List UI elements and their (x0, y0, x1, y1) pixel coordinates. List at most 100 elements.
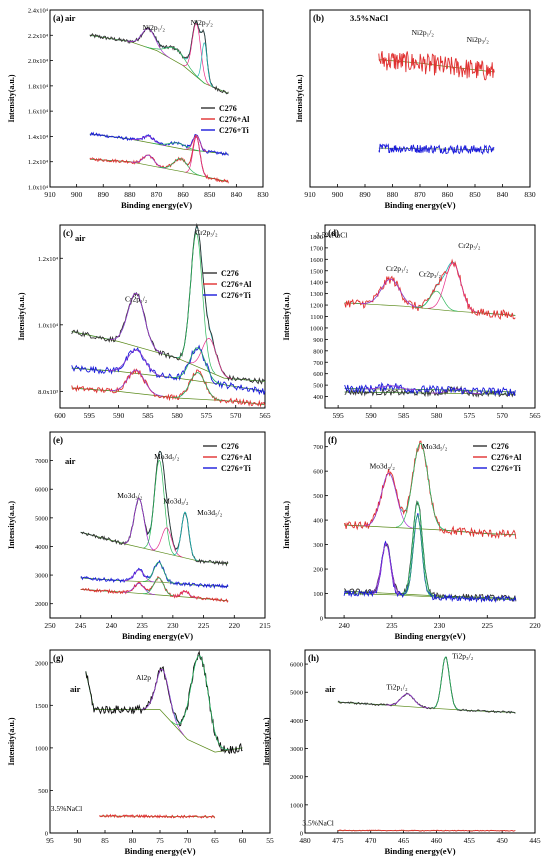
y-axis-label: Intensity(a.u.) (282, 292, 291, 340)
series-line (343, 440, 517, 540)
series-line (89, 19, 229, 95)
x-axis-label: Binding energy(eV) (124, 846, 195, 856)
series-line (344, 381, 516, 397)
y-tick-label: 1.4x10⁴ (28, 134, 49, 141)
y-tick-label: 4000 (290, 718, 303, 725)
y-tick-label: 700 (313, 360, 323, 367)
x-tick-label: 215 (259, 621, 271, 630)
x-tick-label: 880 (387, 190, 399, 199)
peak-component (141, 669, 185, 736)
y-tick-label: 2.4x10⁴ (28, 8, 49, 15)
y-tick-label: 400 (313, 518, 323, 525)
peak-annotation: Cr2p₁/₂ (125, 295, 148, 304)
x-tick-label: 910 (44, 190, 56, 199)
peak-annotation: Ti2p₃/₂ (452, 651, 474, 660)
y-tick-label: 2000 (35, 601, 48, 608)
y-tick-label: 600 (313, 371, 323, 378)
x-tick-label: 575 (201, 411, 213, 420)
background-line (71, 331, 266, 382)
y-tick-label: 6000 (290, 662, 303, 669)
series-line (71, 344, 266, 396)
y-tick-label: 1500 (35, 703, 48, 710)
y-tick-label: 6000 (35, 487, 48, 494)
x-tick-label: 870 (414, 190, 426, 199)
x-tick-label: 570 (230, 411, 242, 420)
x-tick-label: 585 (398, 411, 410, 420)
y-tick-label: 1000 (310, 325, 323, 332)
y-tick-label: 2000 (290, 774, 303, 781)
peak-annotation: Ni2p₁/₂ (143, 23, 166, 32)
y-tick-label: 1000 (35, 745, 48, 752)
x-tick-label: 235 (137, 621, 149, 630)
peak-component (143, 459, 176, 556)
peak-annotation: Ni2p₁/₂ (412, 28, 435, 37)
peak-component (395, 442, 446, 531)
y-tick-label: 200 (313, 567, 323, 574)
y-tick-label: 1.2x10⁴ (28, 159, 49, 166)
peak-component (402, 501, 434, 596)
y-axis-label: Intensity(a.u.) (262, 717, 271, 765)
fit-envelope (85, 655, 243, 750)
x-tick-label: 95 (46, 836, 54, 845)
y-tick-label: 2.0x10⁴ (28, 58, 49, 65)
peak-component (182, 23, 211, 86)
background-line (344, 302, 516, 316)
x-axis-label: Binding energy(eV) (384, 200, 455, 210)
legend-label: C276 (219, 104, 237, 113)
legend-label: C276 (221, 269, 239, 278)
peak-component (123, 498, 155, 551)
x-axis-label: Binding energy(eV) (394, 631, 465, 641)
x-tick-label: 840 (231, 190, 243, 199)
x-tick-label: 860 (442, 190, 454, 199)
panel-tag: (b) (313, 13, 324, 23)
series-line (71, 368, 266, 408)
peak-component (123, 569, 155, 583)
x-tick-label: 230 (167, 621, 179, 630)
environment-label: air (325, 684, 336, 694)
panel-tag: (d) (328, 228, 339, 238)
peak-annotation: Mo3d₅/₂ (197, 508, 223, 517)
y-axis-label: Intensity(a.u.) (7, 501, 16, 549)
x-tick-label: 870 (151, 190, 163, 199)
peak-component (152, 142, 204, 152)
x-tick-label: 570 (497, 411, 509, 420)
peak-component (185, 136, 208, 178)
x-tick-label: 225 (198, 621, 210, 630)
peak-component (432, 656, 459, 710)
peak-annotation: Ni2p₃/₂ (467, 35, 490, 44)
peak-component (415, 290, 458, 312)
y-tick-label: 3000 (290, 746, 303, 753)
peak-annotation: Mo3d₃/₂ (370, 462, 396, 471)
chart-panel-a: 910 900 890 880 870 860 850 840 830 1.0x10⁴ 1.2x10… (7, 8, 269, 211)
y-tick-label: 1.0x10⁴ (38, 322, 59, 329)
y-tick-label: 100 (313, 591, 323, 598)
x-tick-label: 475 (332, 836, 344, 845)
series-line (85, 650, 243, 755)
y-tick-label: 2000 (35, 660, 48, 667)
series-line (344, 385, 516, 398)
peak-component (143, 561, 175, 584)
x-tick-label: 470 (365, 836, 377, 845)
fit-envelope (344, 501, 516, 599)
y-tick-label: 4000 (35, 544, 48, 551)
y-axis-label: Intensity(a.u.) (7, 717, 16, 765)
fit-envelope (71, 225, 266, 382)
x-tick-label: 220 (229, 621, 241, 630)
x-tick-label: 565 (259, 411, 271, 420)
chart-panel-f: 240 235 230 225 220 0 100 200 300 400 500 600 700 Bin… (282, 431, 541, 641)
environment-label: air (70, 684, 81, 694)
x-tick-label: 860 (178, 190, 190, 199)
y-tick-label: 1.8x10⁴ (28, 83, 49, 90)
legend-label: C276+Ti (491, 464, 522, 473)
fit-envelope (80, 577, 229, 602)
fit-envelope (337, 656, 516, 713)
x-tick-label: 75 (156, 836, 164, 845)
x-tick-label: 850 (469, 190, 481, 199)
y-tick-label: 1600 (310, 257, 323, 264)
x-tick-label: 250 (44, 621, 56, 630)
x-tick-label: 595 (84, 411, 96, 420)
plot-frame (49, 431, 266, 619)
x-tick-label: 600 (54, 411, 66, 420)
panel-tag: (e) (53, 435, 63, 445)
x-tick-label: 240 (338, 621, 350, 630)
